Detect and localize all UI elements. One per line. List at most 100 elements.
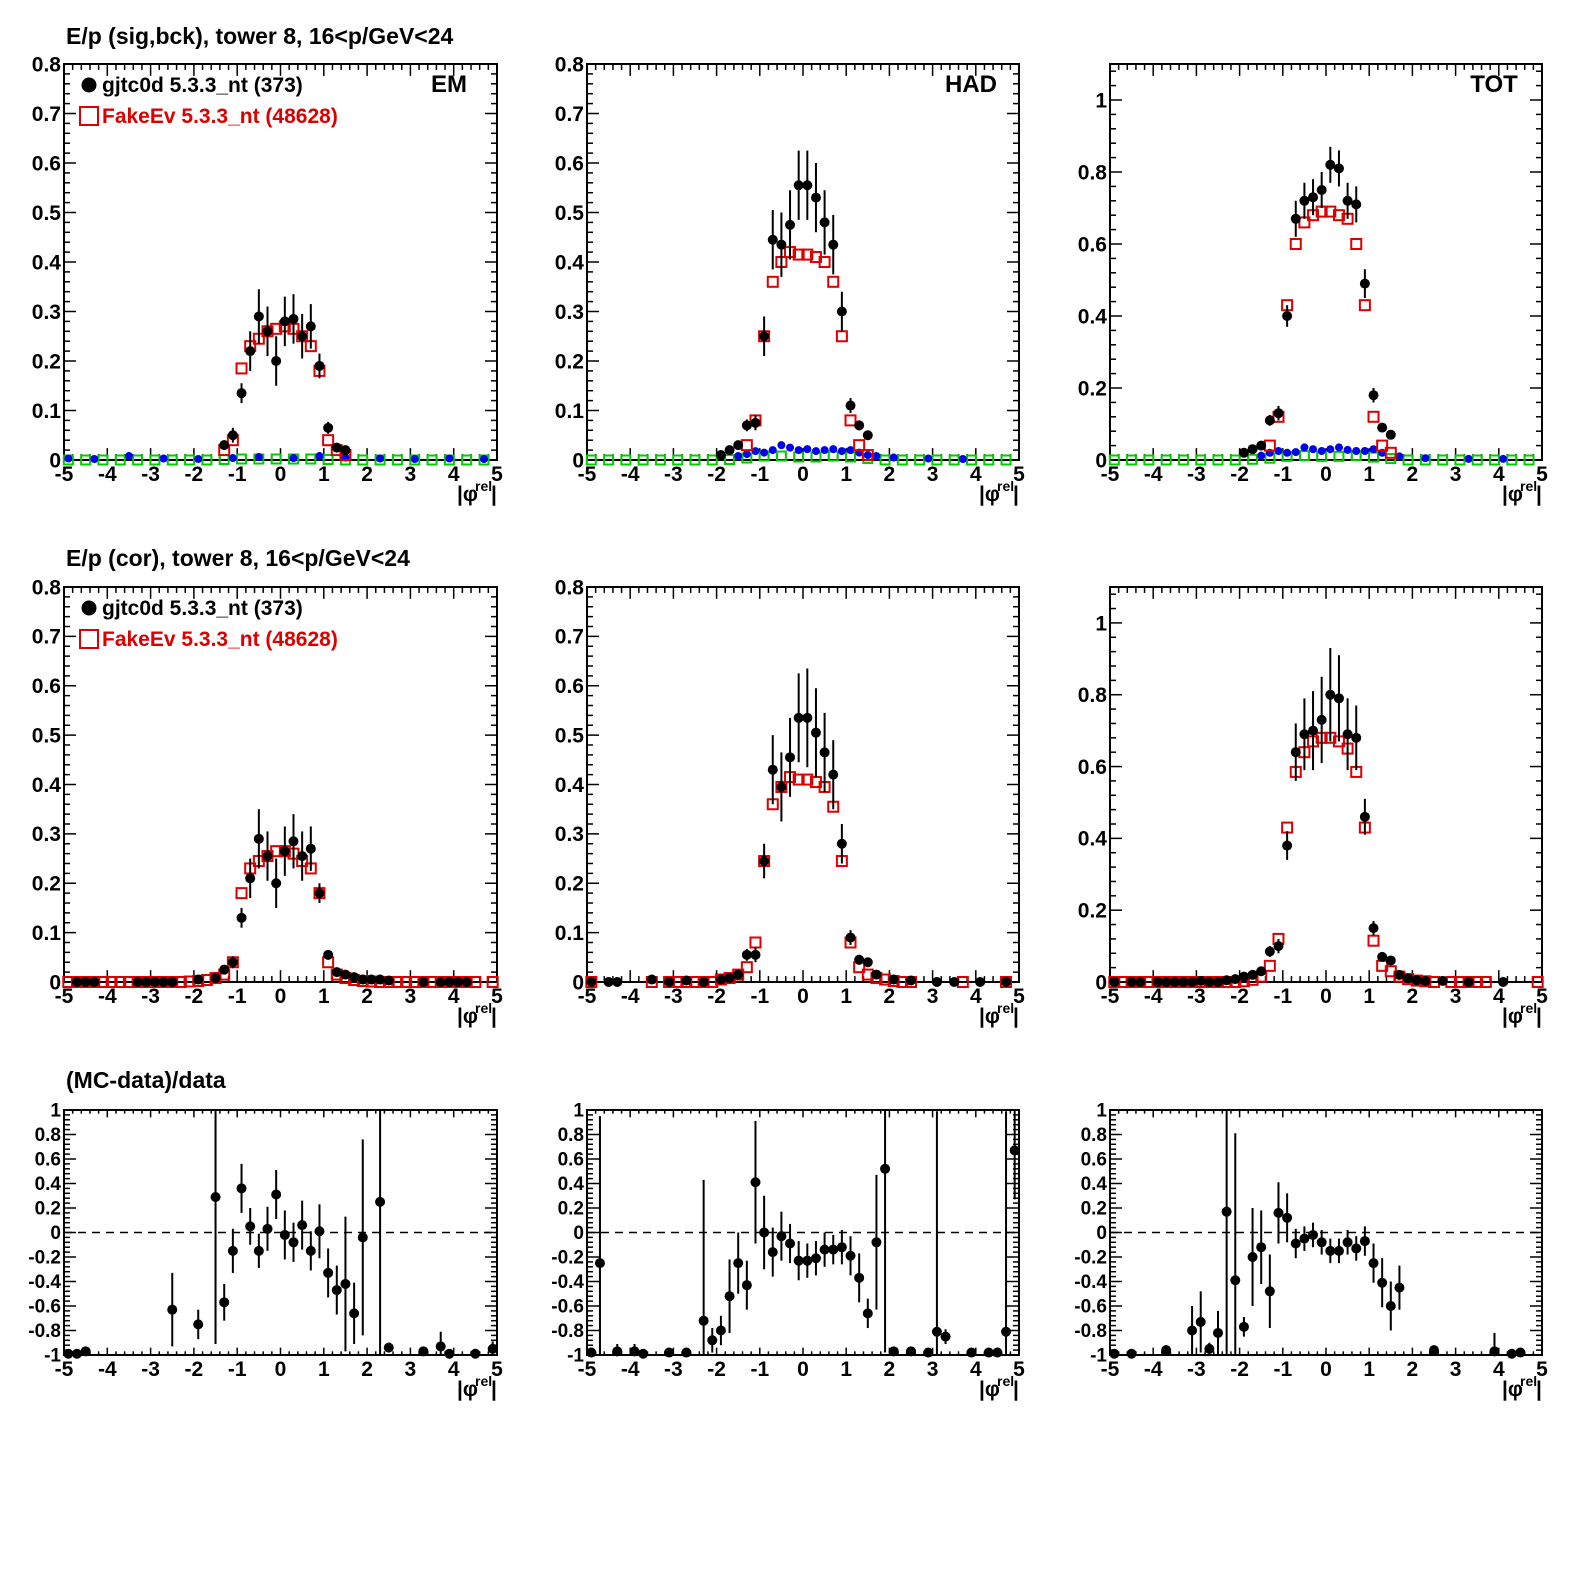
x-tick-label: -3 (1187, 1358, 1206, 1381)
background-mc-point (236, 453, 248, 465)
data-point (1377, 422, 1388, 433)
data-point (854, 1272, 865, 1283)
data-point (1282, 1212, 1293, 1223)
data-point (1256, 966, 1267, 977)
data-point (802, 712, 813, 723)
x-tick-label: 5 (491, 463, 503, 486)
background-data-point (1464, 454, 1473, 463)
background-data-point (124, 452, 133, 461)
data-point (357, 974, 368, 985)
legend-data-marker (81, 77, 97, 93)
background-mc-point (1523, 454, 1535, 466)
x-tick-label: 1 (840, 463, 852, 486)
mc-point (792, 248, 805, 261)
data-point (862, 1308, 873, 1319)
background-data-point (768, 446, 777, 455)
data-point (1385, 1301, 1396, 1311)
data-point (375, 974, 386, 985)
x-tick-label: -2 (707, 1358, 726, 1381)
data-point (1238, 1321, 1249, 1332)
y-tick-label: 0.6 (1078, 233, 1107, 256)
background-data-point (734, 452, 743, 461)
data-point (1498, 977, 1509, 987)
x-tick-label: -1 (750, 1358, 769, 1381)
x-tick-label: 0 (275, 1358, 287, 1381)
data-point (1299, 1233, 1310, 1244)
x-tick-label: 1 (1363, 1358, 1375, 1381)
data-point (733, 440, 744, 451)
x-tick-label: 2 (1407, 1358, 1419, 1381)
y-tick-label: 0.6 (1081, 1150, 1107, 1171)
y-tick-label: 0.5 (555, 724, 585, 747)
x-axis-label-end: | (491, 483, 497, 506)
background-mc-point (585, 454, 597, 466)
data-point (1195, 1316, 1206, 1327)
data-point (819, 1244, 830, 1255)
data-point (1299, 729, 1310, 740)
data-point (741, 949, 752, 960)
x-axis-label: |φ (457, 483, 478, 506)
y-tick-label: 0.4 (558, 1174, 585, 1195)
data-point (845, 400, 856, 411)
background-mc-point (184, 454, 196, 466)
x-tick-label: 0 (1320, 985, 1332, 1008)
legend-data-marker (81, 600, 97, 616)
data-point (1359, 278, 1370, 289)
data-point (1126, 977, 1137, 987)
background-data-point (1274, 447, 1283, 455)
data-point (586, 977, 597, 987)
y-tick-label: 0.5 (555, 202, 585, 225)
x-tick-label: -4 (1144, 985, 1163, 1008)
background-data-point (315, 452, 324, 461)
y-tick-label: 0.7 (32, 103, 61, 126)
background-mc-point (1108, 454, 1120, 466)
x-tick-label: -3 (141, 1358, 160, 1381)
data-point (1342, 1237, 1353, 1248)
mc-point (1358, 299, 1371, 312)
data-point (253, 1245, 264, 1256)
x-tick-label: -1 (228, 1358, 247, 1381)
x-tick-label: -5 (55, 463, 74, 486)
y-tick-label: -0.2 (28, 1248, 61, 1269)
data-point (1394, 1282, 1405, 1293)
data-point (366, 974, 377, 985)
data-point (245, 346, 256, 357)
data-point (314, 360, 325, 371)
data-point (331, 1285, 342, 1296)
mc-point (801, 773, 814, 786)
mc-point (861, 449, 874, 462)
background-data-point (90, 455, 99, 464)
data-point (297, 1220, 308, 1231)
data-point (785, 752, 796, 763)
background-mc-point (270, 453, 282, 465)
data-point (1316, 185, 1327, 195)
data-point (1230, 974, 1241, 985)
x-tick-label: -2 (1230, 1358, 1249, 1381)
y-tick-label: 0.2 (1078, 900, 1107, 923)
data-point (1394, 969, 1405, 980)
x-tick-label: 5 (1536, 463, 1548, 486)
panel-had-cor: -5 -4 -3 -2 -1 0 1 2 3 4 5 0 0.1 0.2 0.3 0.4 0.5 0.6 0.7 0.… (555, 576, 1025, 1028)
mc-point (1384, 446, 1397, 459)
data-point (271, 878, 282, 889)
y-tick-label: 0.8 (32, 53, 62, 76)
x-axis-label-end: | (1013, 1005, 1019, 1028)
y-tick-label: 0.3 (32, 301, 61, 324)
background-data-point (760, 448, 769, 457)
data-point (1316, 714, 1327, 725)
data-point (1230, 1275, 1241, 1286)
data-point (245, 1221, 256, 1232)
data-point (349, 972, 360, 983)
data-point (793, 712, 804, 723)
background-data-point (1352, 447, 1361, 455)
data-point (288, 313, 299, 324)
y-tick-label: 1 (1095, 612, 1107, 635)
x-tick-label: 4 (1493, 463, 1505, 486)
data-point (871, 1237, 882, 1248)
x-tick-label: 3 (1450, 1358, 1462, 1381)
y-tick-label: -0.4 (28, 1272, 61, 1293)
data-point (1264, 946, 1275, 957)
data-point (1377, 1277, 1388, 1288)
data-point (1463, 977, 1474, 987)
